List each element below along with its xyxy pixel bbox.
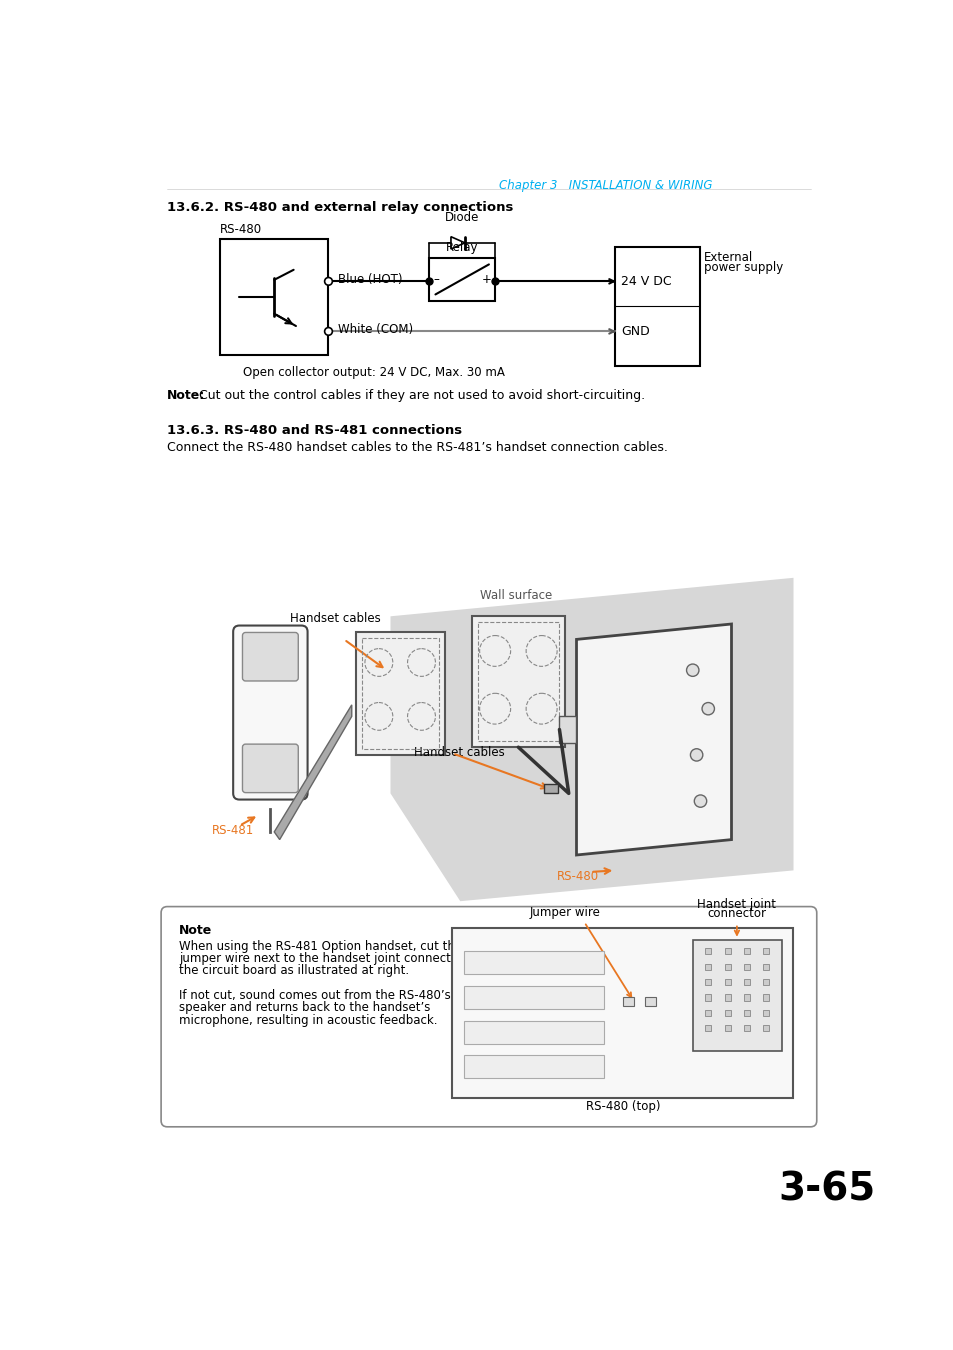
- Circle shape: [694, 795, 706, 807]
- Text: 24 V DC: 24 V DC: [620, 275, 671, 288]
- FancyBboxPatch shape: [242, 744, 298, 792]
- Text: power supply: power supply: [703, 261, 782, 274]
- Bar: [704, 995, 711, 1000]
- Bar: [762, 948, 769, 954]
- Bar: [464, 1056, 603, 1079]
- Text: Blue (HOT): Blue (HOT): [337, 273, 402, 286]
- Text: Chapter 3   INSTALLATION & WIRING: Chapter 3 INSTALLATION & WIRING: [498, 180, 712, 192]
- Text: External: External: [703, 251, 753, 263]
- Bar: [464, 952, 603, 975]
- Bar: [743, 995, 749, 1000]
- Bar: [723, 1010, 730, 1017]
- Text: RS-480: RS-480: [220, 223, 262, 236]
- Bar: [361, 637, 438, 749]
- Bar: [558, 717, 576, 744]
- Bar: [743, 948, 749, 954]
- Circle shape: [701, 702, 714, 716]
- Bar: [452, 929, 793, 1098]
- Bar: [704, 948, 711, 954]
- Text: Relay: Relay: [445, 242, 477, 254]
- Text: Open collector output: 24 V DC, Max. 30 mA: Open collector output: 24 V DC, Max. 30 …: [243, 366, 504, 379]
- Bar: [762, 964, 769, 969]
- Text: Note:: Note:: [167, 389, 205, 402]
- Text: microphone, resulting in acoustic feedback.: microphone, resulting in acoustic feedba…: [179, 1014, 437, 1026]
- Bar: [464, 1021, 603, 1044]
- Text: RS-481: RS-481: [212, 825, 254, 837]
- Bar: [723, 979, 730, 986]
- Text: Connect the RS-480 handset cables to the RS-481’s handset connection cables.: Connect the RS-480 handset cables to the…: [167, 440, 667, 454]
- Bar: [762, 1010, 769, 1017]
- Circle shape: [690, 749, 702, 761]
- Text: +: +: [481, 273, 491, 286]
- Text: Handset cables: Handset cables: [414, 745, 504, 759]
- Bar: [762, 979, 769, 986]
- Bar: [723, 964, 730, 969]
- Text: Jumper wire: Jumper wire: [530, 906, 600, 919]
- Bar: [622, 996, 633, 1006]
- Text: 13.6.3. RS-480 and RS-481 connections: 13.6.3. RS-480 and RS-481 connections: [167, 424, 462, 437]
- Text: White (COM): White (COM): [337, 324, 413, 336]
- Text: Wall surface: Wall surface: [479, 590, 551, 602]
- Bar: [704, 979, 711, 986]
- Bar: [704, 964, 711, 969]
- Bar: [355, 632, 444, 755]
- FancyBboxPatch shape: [161, 907, 816, 1127]
- Bar: [220, 239, 328, 355]
- Bar: [692, 940, 781, 1052]
- Polygon shape: [274, 705, 352, 840]
- Bar: [429, 258, 495, 301]
- Text: jumper wire next to the handset joint connector on: jumper wire next to the handset joint co…: [179, 952, 481, 965]
- FancyBboxPatch shape: [233, 625, 307, 799]
- Text: RS-480 (top): RS-480 (top): [585, 1100, 659, 1112]
- Text: Handset cables: Handset cables: [290, 613, 380, 625]
- Bar: [723, 1025, 730, 1031]
- Text: Diode: Diode: [444, 211, 478, 224]
- Text: speaker and returns back to the handset’s: speaker and returns back to the handset’…: [179, 1002, 430, 1014]
- Text: Handset joint: Handset joint: [697, 898, 776, 911]
- Circle shape: [686, 664, 699, 676]
- Bar: [543, 784, 558, 794]
- Text: 3-65: 3-65: [778, 1170, 874, 1208]
- Bar: [704, 1025, 711, 1031]
- Bar: [464, 986, 603, 1008]
- Bar: [615, 247, 700, 366]
- Polygon shape: [390, 578, 793, 902]
- Bar: [743, 964, 749, 969]
- Bar: [762, 995, 769, 1000]
- Bar: [743, 1025, 749, 1031]
- Bar: [743, 1010, 749, 1017]
- Bar: [723, 995, 730, 1000]
- Text: GND: GND: [620, 325, 650, 338]
- Polygon shape: [576, 624, 731, 855]
- Circle shape: [324, 328, 332, 335]
- Text: –: –: [433, 273, 438, 286]
- Bar: [723, 948, 730, 954]
- Bar: [762, 1025, 769, 1031]
- Bar: [743, 979, 749, 986]
- Polygon shape: [451, 236, 464, 248]
- Text: 13.6.2. RS-480 and external relay connections: 13.6.2. RS-480 and external relay connec…: [167, 201, 513, 213]
- Bar: [644, 996, 655, 1006]
- Bar: [477, 622, 558, 741]
- FancyBboxPatch shape: [242, 632, 298, 680]
- Text: RS-480: RS-480: [557, 871, 598, 883]
- Bar: [704, 1010, 711, 1017]
- Circle shape: [324, 278, 332, 285]
- Bar: [472, 617, 564, 747]
- Text: When using the RS-481 Option handset, cut the: When using the RS-481 Option handset, cu…: [179, 940, 461, 953]
- Text: connector: connector: [707, 907, 765, 921]
- Text: If not cut, sound comes out from the RS-480’s front: If not cut, sound comes out from the RS-…: [179, 990, 482, 1002]
- Text: Note: Note: [179, 925, 212, 937]
- Text: the circuit board as illustrated at right.: the circuit board as illustrated at righ…: [179, 964, 409, 977]
- Text: Cut out the control cables if they are not used to avoid short-circuiting.: Cut out the control cables if they are n…: [195, 389, 644, 402]
